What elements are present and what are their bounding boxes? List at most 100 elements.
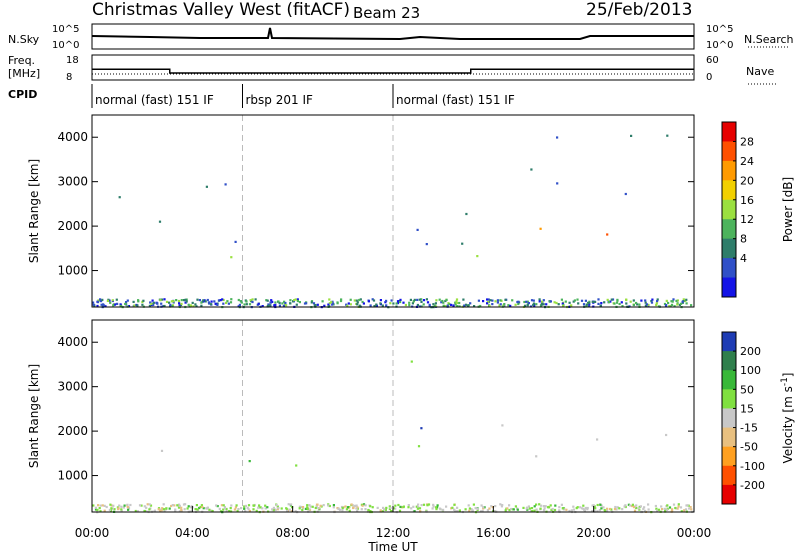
data-cell (530, 168, 533, 171)
data-cell (134, 509, 137, 513)
data-cell (562, 305, 565, 308)
data-cell (530, 507, 534, 510)
data-cell (361, 300, 364, 304)
data-cell (123, 504, 126, 507)
data-cell (362, 302, 365, 305)
data-cell (174, 510, 177, 513)
data-cell (538, 298, 541, 301)
data-cell (426, 504, 429, 507)
data-cell (216, 302, 219, 305)
data-cell (412, 505, 415, 508)
data-cell (385, 299, 388, 302)
colorbar-title: Velocity [m s-1] (780, 373, 795, 464)
data-cell (229, 301, 233, 304)
data-cell (532, 302, 536, 305)
data-cell (496, 299, 499, 302)
data-cell (399, 300, 402, 304)
data-cell (686, 504, 689, 507)
data-cell (464, 508, 467, 511)
x-axis-label: Time UT (367, 540, 418, 554)
data-cell (243, 303, 246, 306)
data-cell (591, 510, 594, 513)
data-cell (613, 508, 617, 511)
data-cell (301, 506, 305, 509)
data-cell (223, 506, 226, 509)
data-cell (585, 304, 588, 307)
data-cell (594, 300, 597, 303)
colorbar-tick-label: 28 (740, 135, 754, 148)
data-cell (432, 505, 435, 508)
data-cell (272, 506, 275, 509)
data-cell (183, 508, 186, 511)
data-cell (381, 304, 384, 307)
data-cell (274, 301, 277, 304)
data-cell (399, 505, 402, 508)
data-cell (209, 303, 213, 306)
data-cell (675, 299, 678, 302)
data-cell (100, 300, 103, 303)
data-cell (420, 300, 423, 303)
data-cell (168, 301, 171, 304)
cpid-segment-label: normal (fast) 151 IF (396, 93, 515, 107)
data-cell (369, 304, 372, 307)
data-cell (507, 304, 510, 307)
data-cell (201, 505, 204, 509)
colorbar-tick-label: 50 (740, 383, 754, 396)
colorbar-title-close: ] (781, 373, 795, 378)
data-cell (580, 507, 584, 510)
data-cell (602, 506, 605, 509)
data-cell (283, 300, 286, 303)
data-cell (159, 508, 162, 511)
data-cell (225, 301, 228, 304)
data-cell (136, 304, 139, 307)
data-cell (579, 506, 582, 509)
data-cell (561, 507, 564, 510)
data-cell (668, 305, 671, 308)
data-cell (330, 301, 333, 304)
data-cell (220, 504, 223, 507)
data-cell (583, 509, 586, 512)
data-cell (255, 509, 258, 512)
data-cell (254, 298, 257, 301)
data-cell (664, 305, 668, 308)
data-cell (529, 510, 533, 513)
data-cell (533, 505, 536, 508)
data-cell (300, 505, 303, 509)
data-cell (427, 503, 431, 506)
data-cell (228, 510, 231, 513)
colorbar-tick-label: -15 (740, 422, 758, 435)
data-cell (509, 304, 512, 307)
y-tick-label: 2000 (57, 219, 88, 233)
data-cell (417, 506, 420, 509)
data-cell (466, 304, 469, 307)
data-cell (526, 506, 529, 509)
data-cell (442, 301, 445, 304)
data-cell (669, 305, 672, 308)
colorbar-swatch (722, 370, 736, 390)
data-cell (195, 305, 198, 308)
data-cell (94, 506, 97, 509)
data-cell (616, 298, 619, 301)
data-cell (685, 302, 688, 305)
data-cell (247, 508, 250, 511)
data-cell (615, 508, 618, 511)
data-cell (356, 301, 359, 304)
data-cell (631, 503, 634, 506)
data-cell (149, 301, 152, 304)
data-cell (665, 304, 668, 307)
data-cell (468, 507, 471, 510)
data-cell (629, 300, 632, 303)
data-cell (651, 298, 654, 301)
y-axis-label: Slant Range [km] (27, 364, 41, 468)
data-cell (632, 303, 635, 307)
data-cell (99, 504, 102, 507)
data-cell (102, 304, 106, 307)
data-cell (316, 303, 319, 306)
data-cell (453, 508, 456, 511)
data-cell (119, 303, 122, 306)
cpid-row: normal (fast) 151 IF rbsp 201 IF normal (f… (91, 84, 515, 108)
data-cell (274, 508, 277, 511)
data-cell (647, 508, 650, 511)
data-cell (286, 509, 289, 513)
